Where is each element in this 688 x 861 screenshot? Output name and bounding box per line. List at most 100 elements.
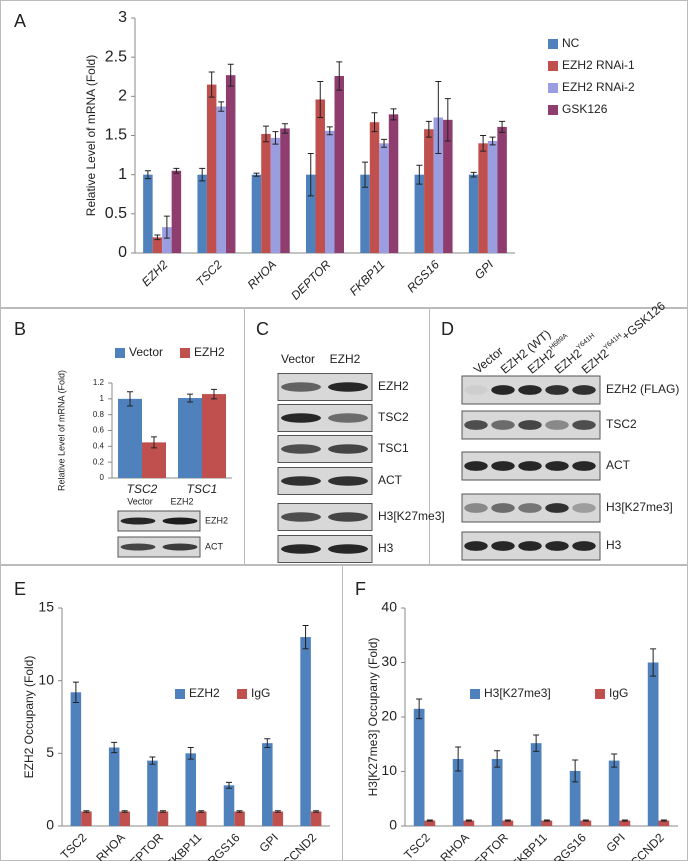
blot-band bbox=[518, 385, 542, 395]
blot-band bbox=[572, 541, 596, 551]
error-bar bbox=[272, 131, 279, 145]
bar bbox=[143, 174, 153, 253]
blot-row-label: H3[K27me3] bbox=[606, 500, 673, 514]
bar bbox=[379, 143, 389, 253]
x-tick-label: DEPTOR bbox=[121, 830, 166, 861]
legend-label: EZH2 RNAi-2 bbox=[562, 80, 635, 94]
blot-band bbox=[491, 385, 515, 395]
x-tick-label: TSC2 bbox=[193, 257, 225, 289]
blot-band bbox=[572, 503, 596, 513]
error-bar bbox=[307, 153, 314, 197]
bar bbox=[306, 174, 316, 253]
bar bbox=[315, 99, 325, 253]
x-tick-label: CCND2 bbox=[280, 830, 319, 861]
blot-band bbox=[162, 543, 198, 551]
y-axis-label: Relative Level of mRNA (Fold) bbox=[84, 55, 98, 216]
error-bar bbox=[533, 734, 540, 752]
error-bar bbox=[416, 698, 423, 720]
error-bar bbox=[274, 810, 281, 813]
blot-row-label: EZH2 (FLAG) bbox=[606, 382, 679, 396]
blot-strip bbox=[117, 536, 201, 558]
bar bbox=[300, 637, 311, 826]
blot-band bbox=[518, 503, 542, 513]
error-bar bbox=[198, 810, 205, 813]
error-bar bbox=[281, 123, 288, 134]
bar bbox=[147, 760, 158, 826]
bar bbox=[325, 130, 335, 253]
y-tick-label: 15 bbox=[38, 599, 54, 615]
bar bbox=[280, 128, 290, 253]
x-tick-label: RGS16 bbox=[404, 257, 442, 295]
error-bar bbox=[313, 810, 320, 813]
bar bbox=[225, 75, 236, 253]
legend-swatch bbox=[237, 689, 247, 699]
blot-band bbox=[281, 444, 321, 454]
x-tick-label: DEPTOR bbox=[466, 830, 511, 861]
blot-band bbox=[491, 420, 515, 430]
y-axis-label: EZH2 Occupany (Fold) bbox=[22, 656, 36, 779]
error-bar bbox=[163, 215, 170, 239]
legend-swatch bbox=[115, 348, 125, 358]
error-bar bbox=[236, 810, 243, 813]
error-bar bbox=[121, 810, 128, 813]
legend-swatch bbox=[180, 348, 190, 358]
blot-band bbox=[491, 503, 515, 513]
blot-row-label: EZH2 bbox=[378, 379, 409, 393]
y-axis-label: H3[K27me3] Occupany (Fold) bbox=[366, 638, 380, 797]
x-tick-label: RHOA bbox=[93, 830, 127, 861]
bar bbox=[202, 394, 226, 478]
error-bar bbox=[611, 753, 618, 768]
panel-label: B bbox=[14, 319, 26, 339]
blot-band bbox=[464, 541, 488, 551]
bar bbox=[270, 137, 281, 253]
blot-band bbox=[545, 461, 569, 471]
legend-swatch bbox=[548, 39, 558, 49]
error-bar bbox=[159, 810, 166, 813]
bar bbox=[108, 747, 120, 826]
legend-label: GSK126 bbox=[562, 102, 608, 116]
blot-band bbox=[572, 385, 596, 395]
blot-row-label: H3[K27me3] bbox=[378, 509, 445, 523]
bar bbox=[452, 758, 464, 826]
bar bbox=[497, 126, 507, 253]
y-tick-label: 0 bbox=[118, 244, 127, 261]
blot-band bbox=[464, 385, 488, 395]
blot-band bbox=[328, 413, 368, 423]
bar bbox=[541, 820, 553, 826]
blot-band bbox=[464, 420, 488, 430]
error-bar bbox=[83, 810, 90, 813]
x-tick-label: GPI bbox=[603, 830, 628, 855]
blot-band bbox=[464, 503, 488, 513]
blot-band bbox=[518, 461, 542, 471]
blot-band bbox=[545, 503, 569, 513]
panel-label: A bbox=[14, 11, 26, 31]
error-bar bbox=[149, 756, 156, 765]
error-bar bbox=[480, 135, 487, 152]
bar bbox=[502, 820, 514, 826]
blot-band bbox=[491, 461, 515, 471]
legend-swatch bbox=[175, 689, 185, 699]
error-bar bbox=[264, 738, 271, 749]
x-tick-label: RGS16 bbox=[551, 830, 589, 861]
y-tick-label: 1 bbox=[118, 166, 127, 183]
error-bar bbox=[390, 108, 397, 121]
error-bar bbox=[336, 61, 343, 91]
blot-band bbox=[328, 512, 368, 522]
error-bar bbox=[227, 63, 234, 87]
error-bar bbox=[111, 741, 118, 754]
error-bar bbox=[211, 388, 217, 400]
y-tick-label: 1.2 bbox=[93, 378, 105, 387]
blot-band bbox=[328, 544, 368, 554]
error-bar bbox=[72, 681, 79, 703]
panel-label: C bbox=[256, 319, 269, 339]
blot-band bbox=[572, 420, 596, 430]
error-bar bbox=[425, 120, 432, 138]
bar bbox=[388, 114, 399, 253]
bar bbox=[70, 692, 82, 826]
y-tick-label: 5 bbox=[46, 744, 54, 760]
bar bbox=[463, 820, 475, 826]
error-bar bbox=[543, 819, 550, 822]
legend-swatch bbox=[548, 105, 558, 115]
blot-column-label: Vector bbox=[127, 496, 153, 506]
bar bbox=[360, 174, 370, 253]
